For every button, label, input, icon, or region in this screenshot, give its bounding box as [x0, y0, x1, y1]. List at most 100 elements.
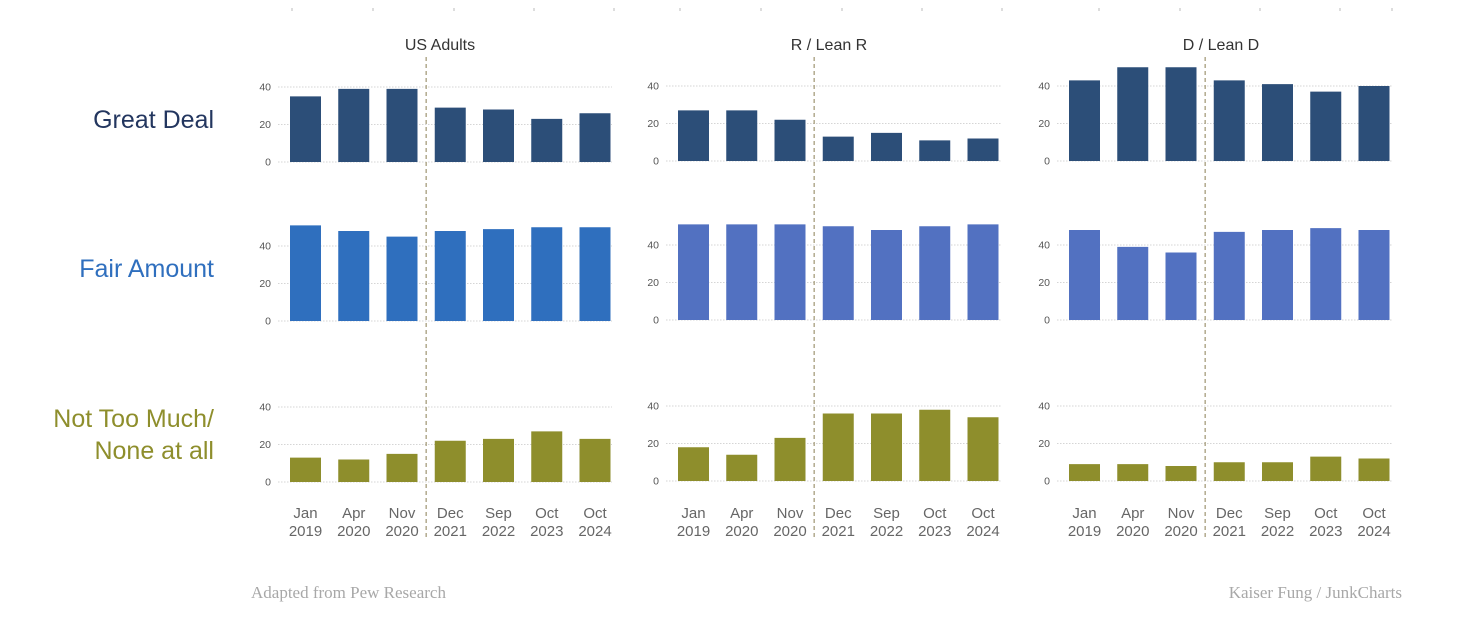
- y-tick-label: 20: [1038, 118, 1050, 130]
- x-tick-label-month: Dec: [825, 505, 852, 522]
- y-tick-label: 40: [259, 402, 271, 414]
- bar-not-too-much: [290, 457, 321, 482]
- bar-great-deal: [1262, 84, 1293, 161]
- bar-fair-amount: [579, 227, 611, 321]
- bar-not-too-much: [1165, 466, 1197, 481]
- bar-fair-amount: [1310, 228, 1342, 320]
- bar-great-deal: [1165, 67, 1197, 161]
- bar-not-too-much: [434, 440, 466, 482]
- y-tick-label: 20: [259, 278, 271, 290]
- x-tick-label-month: Jan: [293, 505, 317, 522]
- bar-not-too-much: [579, 438, 611, 482]
- x-tick-label-month: Nov: [1168, 505, 1195, 522]
- bar-fair-amount: [822, 226, 854, 320]
- bar-fair-amount: [1358, 230, 1390, 320]
- x-tick-label-year: 2020: [337, 523, 370, 540]
- y-tick-label: 0: [1044, 476, 1050, 488]
- x-tick-label-year: 2022: [1261, 523, 1294, 540]
- bar-not-too-much: [871, 413, 902, 481]
- x-tick-label-year: 2021: [822, 523, 855, 540]
- x-tick-label-month: Jan: [681, 505, 705, 522]
- x-tick-label-year: 2019: [677, 523, 710, 540]
- bar-great-deal: [822, 136, 854, 161]
- bar-great-deal: [774, 119, 806, 161]
- bar-not-too-much: [338, 459, 370, 482]
- bar-great-deal: [1117, 67, 1149, 161]
- y-tick-label: 20: [259, 439, 271, 451]
- panel-title: D / Lean D: [1183, 37, 1259, 54]
- bar-great-deal: [338, 88, 370, 162]
- bar-fair-amount: [483, 229, 514, 321]
- bar-not-too-much: [531, 431, 563, 482]
- y-tick-label: 0: [265, 477, 271, 489]
- bar-fair-amount: [1165, 252, 1197, 320]
- row-label-not-too-much-line2: None at all: [94, 437, 214, 465]
- x-tick-label-month: Oct: [535, 505, 559, 522]
- bar-not-too-much: [386, 453, 418, 482]
- bar-not-too-much: [967, 417, 999, 481]
- bar-fair-amount: [290, 225, 321, 321]
- x-tick-label-year: 2021: [1213, 523, 1246, 540]
- bar-great-deal: [483, 109, 514, 162]
- y-tick-label: 40: [259, 82, 271, 94]
- x-tick-label-month: Oct: [1362, 505, 1386, 522]
- bar-fair-amount: [434, 231, 466, 321]
- bar-fair-amount: [774, 224, 806, 320]
- y-tick-label: 40: [647, 401, 659, 413]
- x-tick-label-month: Nov: [777, 505, 804, 522]
- bar-fair-amount: [967, 224, 999, 320]
- bar-great-deal: [1310, 91, 1342, 161]
- y-tick-label: 0: [653, 156, 659, 168]
- bar-great-deal: [386, 88, 418, 162]
- y-tick-label: 20: [647, 438, 659, 450]
- bar-great-deal: [290, 96, 321, 162]
- y-tick-label: 0: [265, 316, 271, 328]
- y-tick-label: 0: [265, 157, 271, 169]
- y-tick-label: 40: [1038, 401, 1050, 413]
- bar-great-deal: [678, 110, 709, 161]
- bar-great-deal: [871, 132, 902, 161]
- bar-great-deal: [919, 140, 951, 161]
- row-label-not-too-much-line1: Not Too Much/: [53, 405, 214, 433]
- bar-not-too-much: [1310, 456, 1342, 481]
- bar-fair-amount: [726, 224, 758, 320]
- x-tick-label-year: 2021: [434, 523, 467, 540]
- x-tick-label-year: 2024: [966, 523, 999, 540]
- bar-fair-amount: [1262, 230, 1293, 320]
- x-tick-label-year: 2023: [918, 523, 951, 540]
- x-tick-label-month: Oct: [583, 505, 607, 522]
- panel-title: R / Lean R: [791, 37, 867, 54]
- y-tick-label: 40: [647, 240, 659, 252]
- credit-note: Kaiser Fung / JunkCharts: [1228, 583, 1402, 602]
- bar-great-deal: [579, 113, 611, 162]
- panel-title: US Adults: [405, 37, 475, 54]
- y-tick-label: 0: [653, 315, 659, 327]
- x-tick-label-year: 2020: [1164, 523, 1197, 540]
- y-tick-label: 20: [1038, 277, 1050, 289]
- bar-fair-amount: [678, 224, 709, 320]
- y-tick-label: 20: [259, 119, 271, 131]
- x-tick-label-year: 2020: [725, 523, 758, 540]
- x-tick-label-year: 2024: [578, 523, 611, 540]
- x-tick-label-year: 2019: [1068, 523, 1101, 540]
- x-tick-label-year: 2023: [1309, 523, 1342, 540]
- x-tick-label-year: 2024: [1357, 523, 1390, 540]
- bar-not-too-much: [919, 409, 951, 481]
- x-tick-label-year: 2019: [289, 523, 322, 540]
- x-tick-label-month: Apr: [730, 505, 753, 522]
- bar-great-deal: [967, 138, 999, 161]
- bar-not-too-much: [822, 413, 854, 481]
- row-label-fair-amount: Fair Amount: [79, 255, 214, 283]
- x-tick-label-month: Nov: [389, 505, 416, 522]
- row-label-not-too-much: Not Too Much/ None at all: [53, 403, 214, 467]
- x-tick-label-year: 2022: [482, 523, 515, 540]
- bar-not-too-much: [1117, 464, 1149, 481]
- bar-fair-amount: [1117, 246, 1149, 320]
- x-tick-label-month: Oct: [1314, 505, 1338, 522]
- bar-great-deal: [1069, 80, 1100, 161]
- bar-fair-amount: [386, 236, 418, 321]
- bar-not-too-much: [1262, 462, 1293, 481]
- y-tick-label: 40: [1038, 81, 1050, 93]
- bar-not-too-much: [483, 438, 514, 482]
